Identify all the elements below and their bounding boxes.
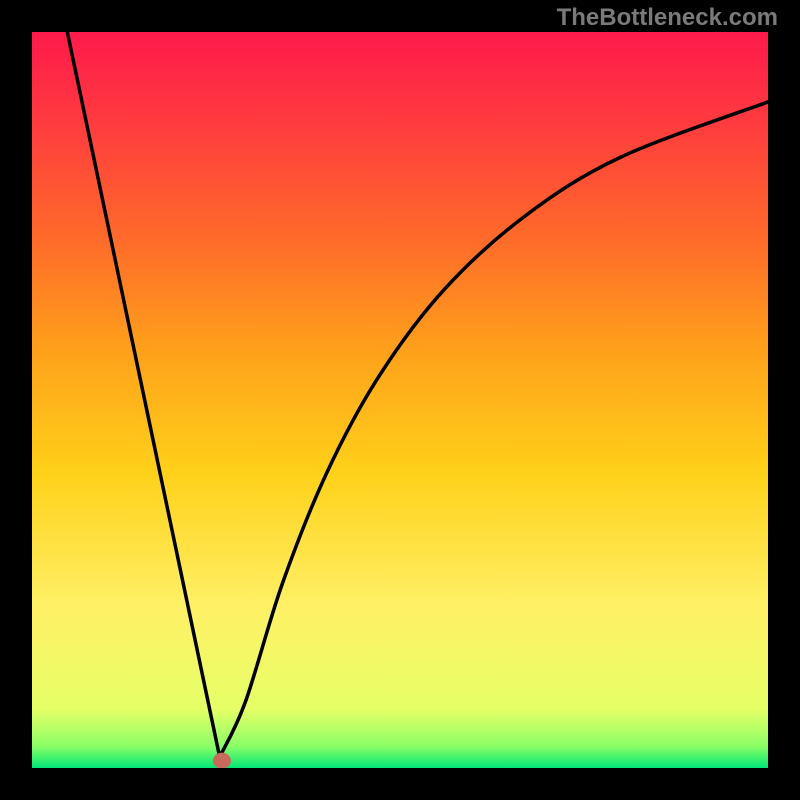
vertex-marker: [213, 753, 231, 768]
plot-area: [32, 32, 768, 768]
chart-container: TheBottleneck.com: [0, 0, 800, 800]
watermark-text: TheBottleneck.com: [557, 4, 778, 32]
plot-svg: [32, 32, 768, 768]
